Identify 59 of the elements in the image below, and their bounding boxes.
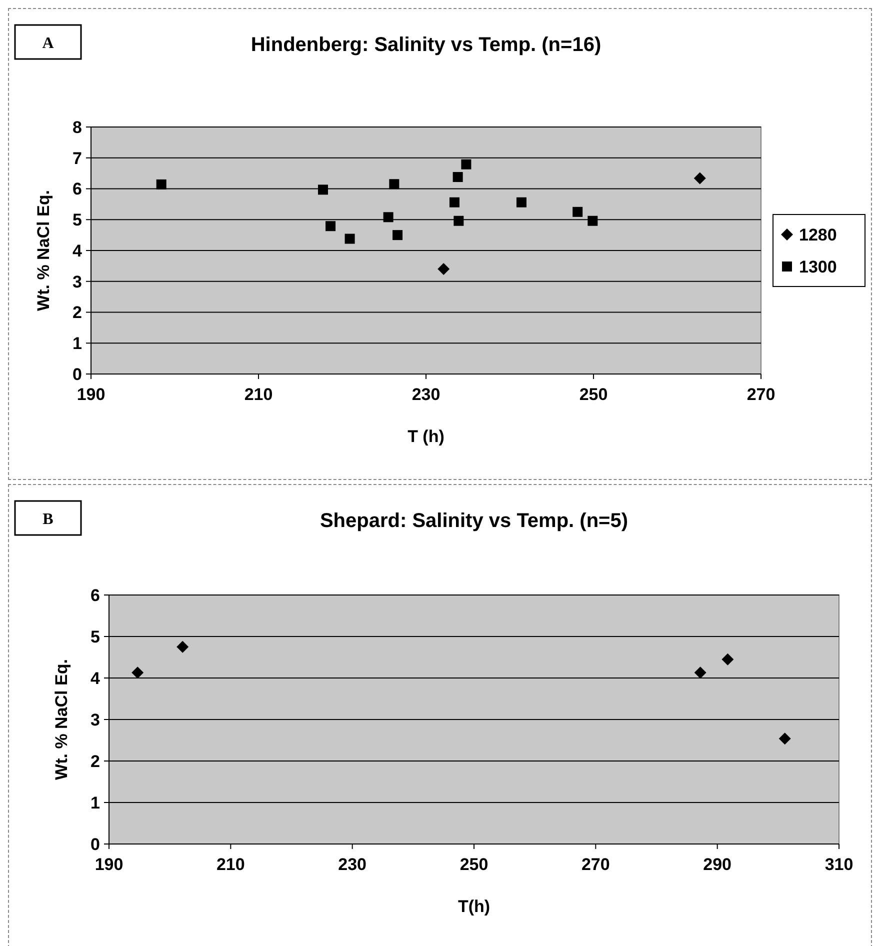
chart-title: Shepard: Salinity vs Temp. (n=5)	[320, 510, 628, 532]
y-axis-title: Wt. % NaCl Eq.	[34, 190, 53, 311]
y-tick-label: 3	[90, 710, 100, 730]
point	[454, 216, 464, 226]
point	[449, 197, 460, 208]
y-tick-label: 0	[72, 364, 82, 384]
x-tick-label: 250	[460, 855, 488, 874]
chart-title: Hindenberg: Salinity vs Temp. (n=16)	[250, 34, 602, 56]
x-tick-label: 210	[244, 385, 273, 404]
x-tick-label: 250	[579, 385, 608, 404]
point	[326, 221, 336, 232]
x-tick-label: 270	[581, 855, 610, 874]
text: A	[42, 35, 54, 52]
point	[176, 640, 189, 653]
y-tick-label: 4	[90, 668, 101, 688]
y-tick-label: 6	[90, 586, 100, 605]
y-tick-label: 5	[72, 210, 82, 230]
point	[132, 666, 144, 679]
point	[344, 234, 355, 244]
y-tick-label: 2	[72, 303, 82, 322]
y-tick-label: 6	[72, 180, 82, 199]
point	[516, 197, 526, 208]
point	[156, 179, 166, 190]
y-tick-label: 1	[90, 793, 100, 812]
point	[452, 172, 463, 182]
point	[438, 263, 450, 276]
point	[588, 216, 598, 226]
x-tick-label: 190	[94, 855, 124, 874]
x-tick-label: 210	[216, 855, 245, 874]
point	[392, 230, 403, 240]
y-tick-label: 0	[90, 834, 100, 854]
y-tick-label: 3	[72, 272, 82, 292]
legend-label: 1300	[799, 257, 837, 276]
x-tick-label: 310	[824, 855, 854, 874]
x-tick-label: 190	[76, 385, 106, 404]
point	[383, 212, 394, 222]
y-tick-label: 4	[72, 241, 83, 260]
x-axis-title: T(h)	[458, 897, 490, 916]
y-axis-title: Wt. % NaCl Eq.	[52, 659, 71, 780]
legend-label: 1280	[799, 225, 837, 244]
x-axis-title: T (h)	[408, 427, 444, 446]
y-tick-label: 1	[72, 334, 82, 354]
point	[318, 184, 328, 195]
point	[461, 159, 472, 170]
point	[694, 666, 706, 679]
y-tick-label: 8	[72, 118, 82, 137]
x-tick-label: 290	[703, 855, 732, 874]
text: B	[42, 511, 54, 528]
point	[694, 172, 706, 184]
point	[389, 179, 400, 190]
y-tick-label: 7	[72, 148, 82, 168]
x-tick-label: 270	[746, 385, 776, 404]
x-tick-label: 230	[338, 855, 367, 874]
point	[778, 732, 791, 745]
point	[572, 206, 583, 217]
point	[722, 653, 734, 666]
x-tick-label: 230	[412, 385, 440, 404]
y-tick-label: 2	[90, 752, 100, 771]
y-tick-label: 5	[90, 627, 100, 646]
